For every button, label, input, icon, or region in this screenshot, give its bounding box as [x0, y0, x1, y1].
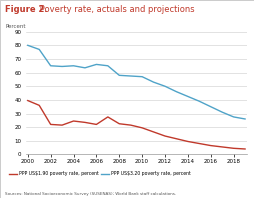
Text: Percent: Percent	[6, 24, 26, 29]
Legend: PPP US$1.90 poverty rate, percent, PPP US$3.20 poverty rate, percent: PPP US$1.90 poverty rate, percent, PPP U…	[7, 169, 191, 178]
Text: Poverty rate, actuals and projections: Poverty rate, actuals and projections	[37, 5, 194, 14]
Text: Sources: National Socioeconomic Survey (SUSENAS); World Bank staff calculations.: Sources: National Socioeconomic Survey (…	[5, 192, 176, 196]
Text: Figure 2.: Figure 2.	[5, 5, 47, 14]
